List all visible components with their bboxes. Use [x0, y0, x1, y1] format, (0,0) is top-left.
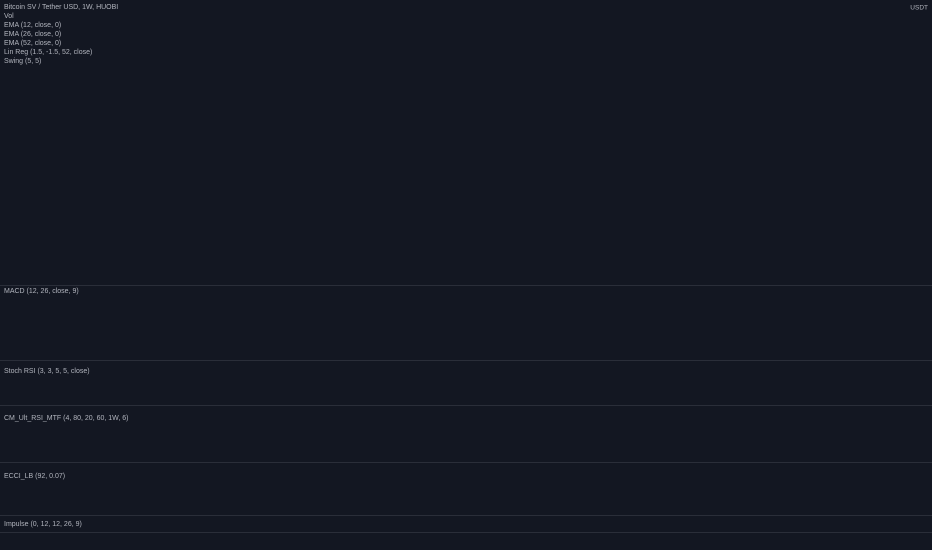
labels: Bitcoin SV / Tether USD, 1W, HUOBI Vol E…: [4, 4, 928, 528]
pane-title: ECCI_LB (92, 0.07): [4, 473, 65, 480]
axis-unit: USDT: [910, 5, 928, 12]
legend-entry: Vol: [4, 13, 14, 20]
pane-title: CM_Ult_RSI_MTF (4, 80, 20, 60, 1W, 6): [4, 415, 129, 422]
pane-title: Stoch RSI (3, 3, 5, 5, close): [4, 368, 90, 375]
legend-entry: Swing (5, 5): [4, 58, 41, 65]
pane-title: MACD (12, 26, close, 9): [4, 288, 79, 295]
pane-title: Impulse (0, 12, 12, 26, 9): [4, 521, 82, 528]
separators: [0, 285, 932, 533]
legend-entry: EMA (52, close, 0): [4, 40, 61, 47]
legend-entry: Lin Reg (1.5, -1.5, 52, close): [4, 49, 92, 56]
legend-entry: EMA (12, close, 0): [4, 22, 61, 29]
legend-entry: EMA (26, close, 0): [4, 31, 61, 38]
chart-title: Bitcoin SV / Tether USD, 1W, HUOBI: [4, 4, 118, 11]
